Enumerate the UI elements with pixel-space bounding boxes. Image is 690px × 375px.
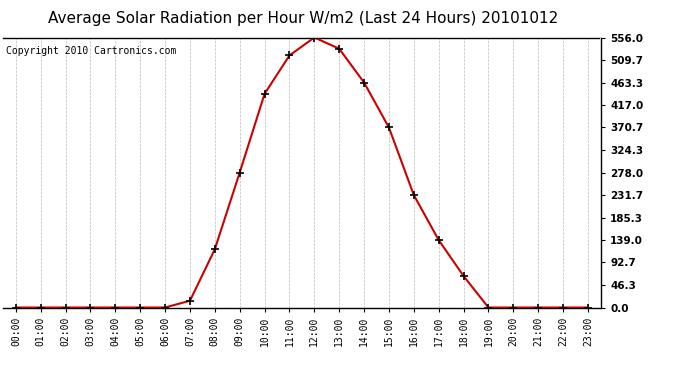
Text: Average Solar Radiation per Hour W/m2 (Last 24 Hours) 20101012: Average Solar Radiation per Hour W/m2 (L… xyxy=(48,11,559,26)
Text: Copyright 2010 Cartronics.com: Copyright 2010 Cartronics.com xyxy=(6,46,177,56)
